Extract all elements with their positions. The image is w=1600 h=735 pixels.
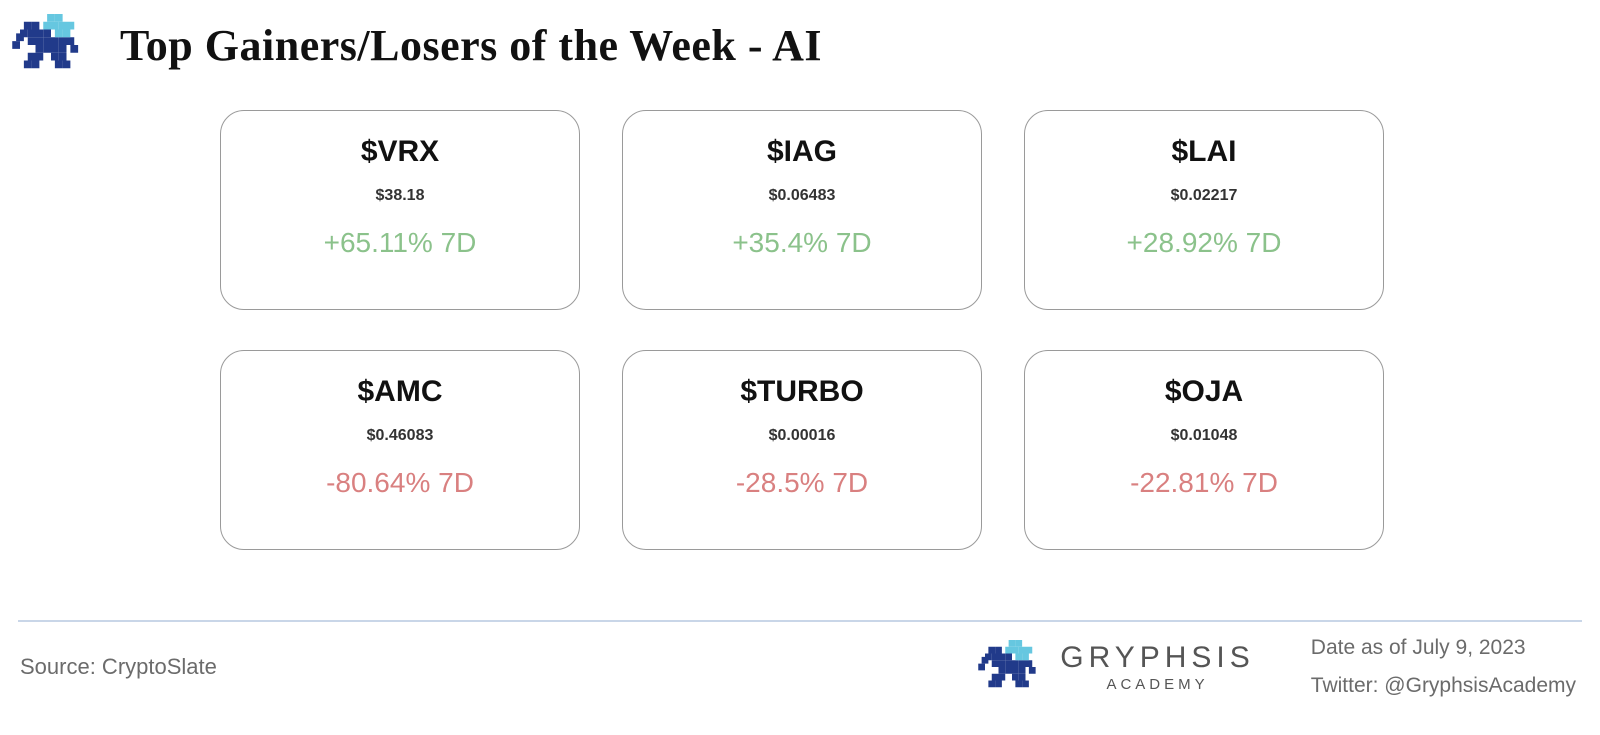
- brand-subtitle: ACADEMY: [1106, 677, 1208, 692]
- footer: Source: CryptoSlate GRYPHSIS ACADEMY Dat…: [20, 636, 1576, 698]
- footer-meta: Date as of July 9, 2023 Twitter: @Gryphs…: [1311, 636, 1576, 698]
- asset-price: $0.01048: [1171, 427, 1238, 445]
- header: Top Gainers/Losers of the Week - AI: [10, 14, 822, 76]
- page-title: Top Gainers/Losers of the Week - AI: [120, 20, 822, 71]
- asset-ticker: $VRX: [361, 135, 439, 169]
- asset-ticker: $IAG: [767, 135, 837, 169]
- asset-delta: -22.81% 7D: [1130, 467, 1278, 499]
- gryphsis-logo-icon: [978, 640, 1046, 694]
- cards-grid: $VRX $38.18 +65.11% 7D $IAG $0.06483 +35.4% 7…: [220, 110, 1390, 550]
- asset-delta: +65.11% 7D: [324, 227, 477, 259]
- asset-ticker: $OJA: [1165, 375, 1243, 409]
- asset-ticker: $AMC: [357, 375, 442, 409]
- asset-ticker: $TURBO: [740, 375, 863, 409]
- asset-card: $TURBO $0.00016 -28.5% 7D: [622, 350, 982, 550]
- asset-price: $0.46083: [367, 427, 434, 445]
- asset-card: $LAI $0.02217 +28.92% 7D: [1024, 110, 1384, 310]
- asset-delta: -28.5% 7D: [736, 467, 868, 499]
- asset-card: $AMC $0.46083 -80.64% 7D: [220, 350, 580, 550]
- gryphsis-logo-icon: [10, 14, 92, 76]
- asset-price: $0.02217: [1171, 187, 1238, 205]
- asset-delta: +35.4% 7D: [732, 227, 871, 259]
- brand-block: GRYPHSIS ACADEMY: [978, 640, 1255, 694]
- asset-card: $IAG $0.06483 +35.4% 7D: [622, 110, 982, 310]
- asset-price: $0.00016: [769, 427, 836, 445]
- asset-card: $OJA $0.01048 -22.81% 7D: [1024, 350, 1384, 550]
- asset-price: $0.06483: [769, 187, 836, 205]
- twitter-label: Twitter: @GryphsisAcademy: [1311, 674, 1576, 698]
- asset-delta: -80.64% 7D: [326, 467, 474, 499]
- source-label: Source: CryptoSlate: [20, 654, 217, 680]
- brand-name: GRYPHSIS: [1060, 643, 1255, 673]
- asset-delta: +28.92% 7D: [1127, 227, 1282, 259]
- footer-divider: [18, 620, 1582, 622]
- date-label: Date as of July 9, 2023: [1311, 636, 1576, 660]
- asset-price: $38.18: [376, 187, 425, 205]
- asset-card: $VRX $38.18 +65.11% 7D: [220, 110, 580, 310]
- asset-ticker: $LAI: [1171, 135, 1236, 169]
- brand-text: GRYPHSIS ACADEMY: [1060, 643, 1255, 692]
